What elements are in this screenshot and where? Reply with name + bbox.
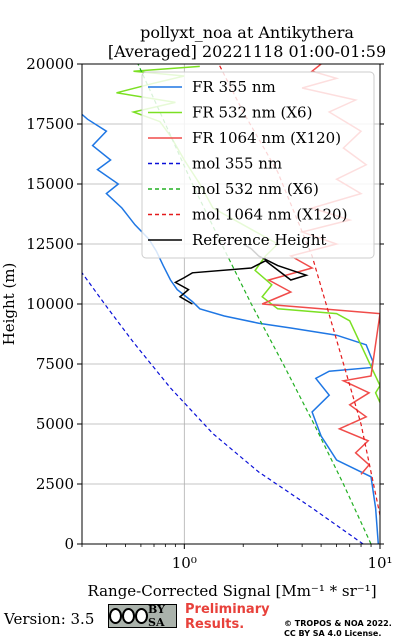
legend-label-mol-532-nm-x6: mol 532 nm (X6) xyxy=(192,180,319,198)
cc-icon xyxy=(109,608,123,624)
y-tick-label: 7500 xyxy=(36,355,74,373)
series-line-mol-355-nm xyxy=(82,272,364,544)
y-axis-label: Height (m) xyxy=(0,263,18,346)
y-tick-label: 17500 xyxy=(26,115,74,133)
y-tick-label: 15000 xyxy=(26,175,74,193)
legend-label-mol-355-nm: mol 355 nm xyxy=(192,155,282,173)
copyright-notice: © TROPOS & NOA 2022. CC BY SA 4.0 Licens… xyxy=(284,619,392,639)
version-label: Version: 3.5 xyxy=(4,610,95,628)
x-axis-label: Range-Corrected Signal [Mm⁻¹ * sr⁻¹] xyxy=(87,582,376,600)
preliminary-line2: Results. xyxy=(185,617,245,632)
title-line-1: pollyxt_noa at Antikythera xyxy=(140,23,354,42)
axis-ticks: 0 2500 5000 7500 10000 12500 15000 17500 20000 10… xyxy=(0,55,393,600)
cc-license-badge[interactable]: BY SA xyxy=(108,603,177,629)
by-icon xyxy=(122,608,136,624)
y-tick-label: 0 xyxy=(64,535,74,553)
chart-title: pollyxt_noa at Antikythera[Averaged] 202… xyxy=(108,23,386,61)
legend-box xyxy=(141,71,375,259)
legend-label-reference-height: Reference Height xyxy=(192,231,326,249)
y-tick-label: 2500 xyxy=(36,475,74,493)
legend-label-fr-355-nm: FR 355 nm xyxy=(192,78,276,96)
legend-label-fr-532-nm-x6: FR 532 nm (X6) xyxy=(192,104,312,122)
y-tick-label: 10000 xyxy=(26,295,74,313)
legend-label-mol-1064-nm-x120: mol 1064 nm (X120) xyxy=(192,206,347,224)
x-tick-label: 10¹ xyxy=(367,554,392,572)
y-tick-label: 12500 xyxy=(26,235,74,253)
x-tick-label: 10⁰ xyxy=(172,554,197,572)
cc-license-label: BY SA xyxy=(148,603,166,629)
legend: FR 355 nm FR 532 nm (X6) FR 1064 nm (X120)… xyxy=(141,71,375,259)
legend-label-fr-1064-nm-x120: FR 1064 nm (X120) xyxy=(192,129,341,147)
series-line-mol-532-nm-x6 xyxy=(137,64,372,544)
preliminary-notice: Preliminary Results. xyxy=(185,602,270,632)
y-tick-label: 5000 xyxy=(36,415,74,433)
series-line-fr-355-nm xyxy=(82,113,380,544)
preliminary-line1: Preliminary xyxy=(185,602,270,617)
copyright-line1: © TROPOS & NOA 2022. xyxy=(284,619,392,628)
title-line-2: [Averaged] 20221118 01:00-01:59 xyxy=(108,42,386,61)
y-tick-label: 20000 xyxy=(26,55,74,73)
sa-icon xyxy=(135,608,149,624)
copyright-line2: CC BY SA 4.0 License. xyxy=(284,629,382,638)
